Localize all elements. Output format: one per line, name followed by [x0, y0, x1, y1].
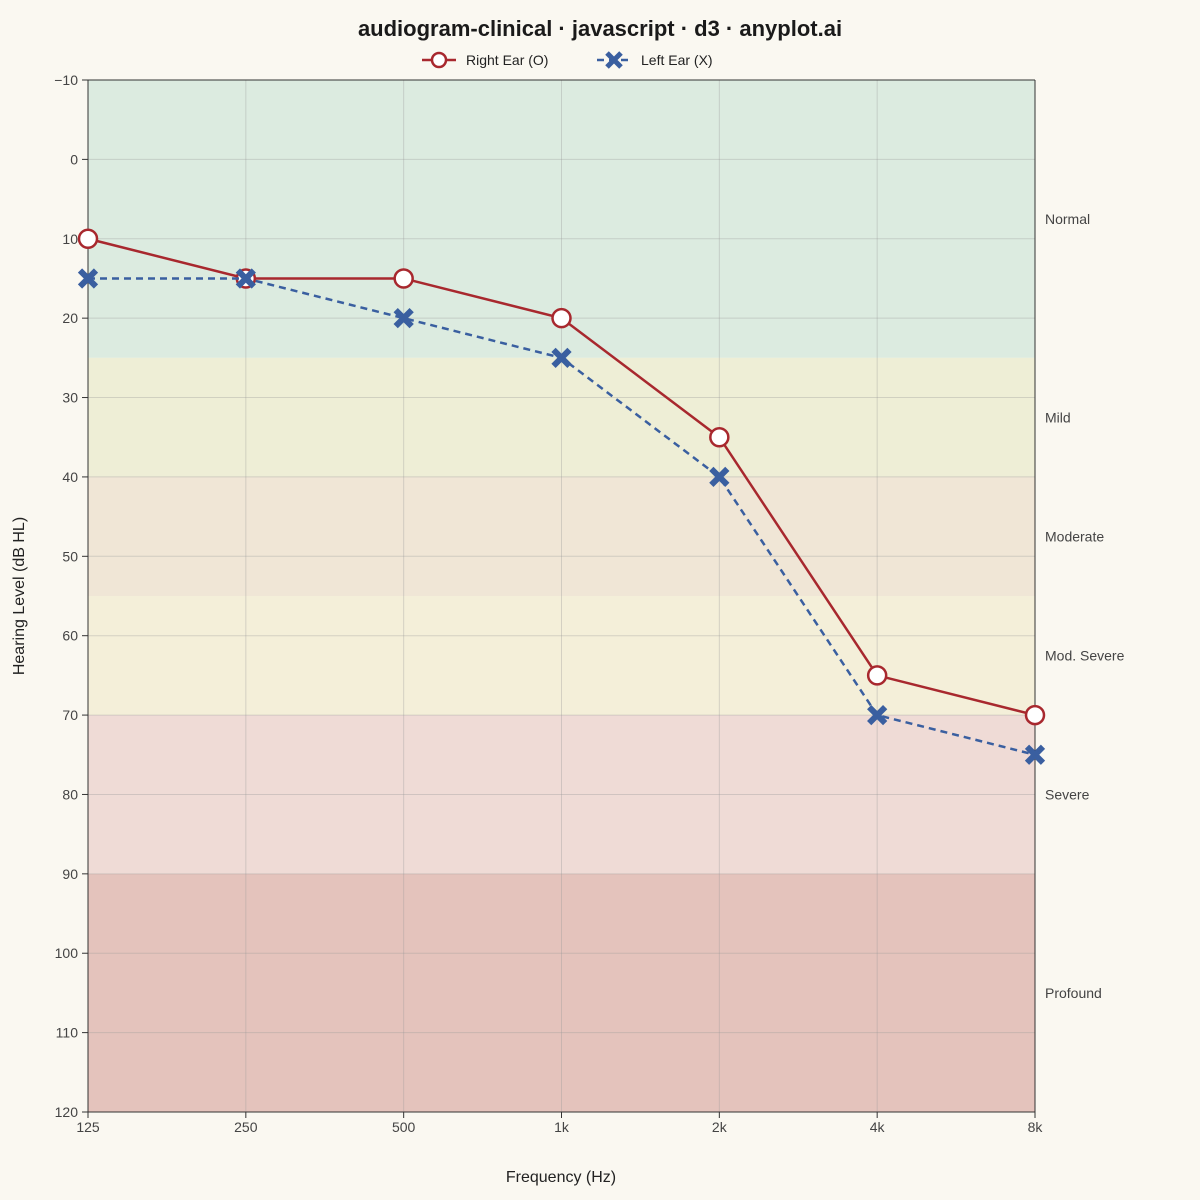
left-ear-series	[77, 268, 1046, 765]
band-label-mod-severe: Mod. Severe	[1045, 648, 1125, 664]
y-tick-label: 20	[62, 310, 78, 326]
series	[77, 228, 1046, 765]
severity-bands: Normal Mild Moderate Mod. Severe Severe Profo…	[88, 80, 1125, 1112]
left-ear-point	[393, 308, 414, 329]
x-tick-label: 500	[392, 1119, 416, 1135]
x-tick-label: 125	[76, 1119, 100, 1135]
band-profound	[88, 873, 1035, 1112]
x-tick-label: 8k	[1028, 1119, 1044, 1135]
band-label-normal: Normal	[1045, 211, 1090, 227]
legend-label-right-ear: Right Ear (O)	[466, 52, 548, 68]
band-mild	[88, 357, 1035, 477]
y-tick-label: 0	[70, 151, 78, 167]
band-severe	[88, 715, 1035, 874]
y-tick-label: 50	[62, 548, 78, 564]
legend-label-left-ear: Left Ear (X)	[641, 52, 713, 68]
y-tick-label: −10	[54, 72, 78, 88]
y-tick-label: 80	[62, 786, 78, 802]
right-ear-point	[393, 268, 414, 289]
y-tick-label: 100	[55, 945, 79, 961]
band-label-profound: Profound	[1045, 985, 1102, 1001]
left-ear-point	[77, 268, 99, 289]
right-ear-point	[866, 665, 888, 686]
legend: Right Ear (O) Left Ear (X)	[422, 51, 713, 69]
legend-marker-left-ear	[605, 51, 623, 69]
band-mod-severe	[88, 596, 1035, 716]
y-tick-label: 120	[55, 1104, 79, 1120]
x-axis-label: Frequency (Hz)	[506, 1169, 616, 1186]
y-axis-label: Hearing Level (dB HL)	[11, 517, 28, 675]
x-tick-label: 2k	[712, 1119, 728, 1135]
x-tick-label: 4k	[870, 1119, 886, 1135]
legend-item-right-ear: Right Ear (O)	[422, 51, 548, 69]
right-ear-point	[1024, 704, 1046, 726]
chart-title: audiogram-clinical · javascript · d3 · a…	[358, 16, 842, 41]
x-tick-label: 250	[234, 1119, 258, 1135]
band-label-mild: Mild	[1045, 409, 1071, 425]
left-ear-point	[551, 347, 572, 368]
left-ear-point	[867, 704, 888, 726]
right-ear-point	[77, 228, 99, 250]
y-tick-label: 60	[62, 628, 78, 644]
band-moderate	[88, 476, 1035, 596]
y-tick-label: 30	[62, 390, 78, 406]
legend-marker-right-ear	[430, 51, 448, 69]
left-ear-point	[709, 466, 730, 488]
right-ear-point	[709, 426, 730, 448]
x-tick-label: 1k	[554, 1119, 570, 1135]
right-ear-point	[551, 307, 572, 329]
band-label-moderate: Moderate	[1045, 528, 1104, 544]
left-ear-point	[1024, 744, 1046, 765]
legend-item-left-ear: Left Ear (X)	[597, 51, 713, 69]
y-tick-label: 90	[62, 866, 78, 882]
band-label-severe: Severe	[1045, 786, 1090, 802]
y-tick-label: 10	[62, 231, 78, 247]
y-tick-label: 110	[56, 1025, 79, 1041]
y-tick-label: 70	[62, 707, 78, 723]
left-ear-point	[235, 268, 256, 289]
y-tick-label: 40	[62, 469, 78, 485]
